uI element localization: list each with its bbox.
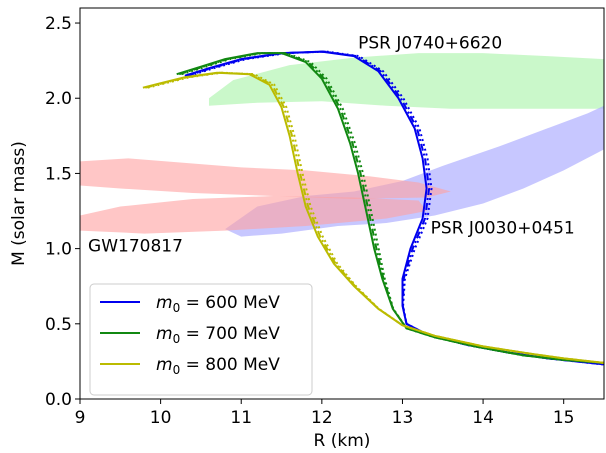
legend-label: m0 = 600 MeV	[156, 293, 280, 315]
legend-box	[89, 283, 313, 396]
series-800-line-1	[147, 71, 605, 364]
observational-regions	[80, 53, 604, 237]
series-700-line-2	[178, 52, 605, 364]
region-0	[208, 53, 604, 109]
y-tick-label: 1.5	[45, 164, 72, 184]
plot-frame	[79, 7, 605, 400]
annotation-1: PSR J0030+0451	[431, 219, 575, 239]
annotation-2: GW170817	[88, 237, 183, 257]
annotations: PSR J0740+6620 PSR J0030+0451 GW170817	[88, 34, 575, 257]
x-tick-label: 9	[75, 408, 86, 428]
x-tick-label: 10	[150, 408, 172, 428]
x-tick-label: 14	[472, 408, 494, 428]
x-tick-label: 11	[230, 408, 252, 428]
y-axis-label: M (solar mass)	[9, 141, 29, 266]
legend: m0 = 600 MeV m0 = 700 MeV m0 = 800 MeV	[89, 283, 313, 396]
legend-label: m0 = 700 MeV	[156, 324, 280, 346]
y-axis-ticks: 0.0 0.5 1.0 1.5 2.0 2.5	[45, 14, 80, 410]
y-tick-label: 2.5	[45, 14, 72, 34]
x-axis-ticks: 9 10 11 12 13 14 15	[75, 399, 575, 428]
region-3	[80, 195, 427, 234]
annotation-0: PSR J0740+6620	[358, 34, 502, 54]
y-tick-label: 0.0	[45, 390, 72, 410]
y-tick-label: 1.0	[45, 240, 72, 260]
y-tick-label: 2.0	[45, 89, 72, 109]
x-tick-label: 15	[553, 408, 575, 428]
legend-label: m0 = 800 MeV	[156, 355, 280, 377]
series-800-line-2	[145, 71, 605, 364]
region-2	[80, 158, 451, 199]
x-tick-label: 13	[392, 408, 414, 428]
x-tick-label: 12	[311, 408, 333, 428]
eos-curves	[142, 50, 605, 366]
y-tick-label: 0.5	[45, 315, 72, 335]
x-axis-label: R (km)	[314, 431, 371, 451]
